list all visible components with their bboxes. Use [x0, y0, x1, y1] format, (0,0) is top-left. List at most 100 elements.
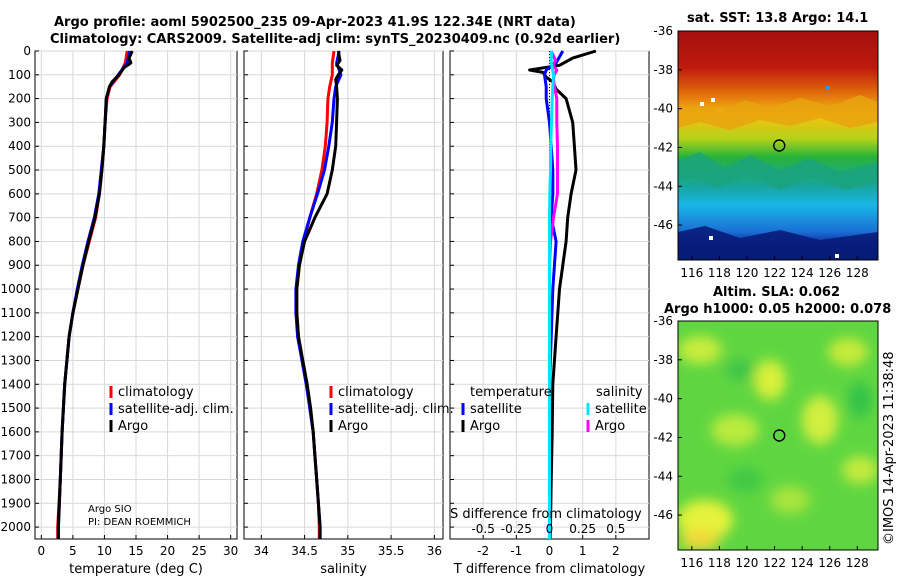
- map-tick-label-x: 116: [680, 556, 703, 570]
- tick-label-x: 5: [69, 544, 77, 558]
- map-tick-label-y: -46: [653, 508, 673, 522]
- sst-map-frame: [677, 30, 879, 261]
- pi-line-2: PI: DEAN ROEMMICH: [88, 517, 191, 528]
- x-axis-label: salinity: [320, 562, 367, 577]
- map-tick-label-x: 122: [763, 266, 786, 280]
- map-tick-label-y: -46: [653, 218, 673, 232]
- sla-map-axes: 116 118 120 122 124 126 128 -36 -38 -40 -42 -44 -46: [653, 314, 868, 570]
- tick-label-x: 10: [97, 544, 112, 558]
- tick-label-x: 35: [340, 544, 355, 558]
- map-tick-label-x: 124: [791, 556, 814, 570]
- tick-label-y: 400: [8, 139, 31, 153]
- sla-map-title: Altim. SLA: 0.062: [713, 285, 840, 300]
- tick-label-x: 25: [191, 544, 206, 558]
- tick-label-y: 1300: [0, 353, 31, 367]
- series-line-satellite-adj-clim-: [56, 50, 132, 539]
- legend-argo: Argo: [118, 419, 148, 434]
- tick-label-y: 500: [8, 163, 31, 177]
- tick-label-y: 1500: [0, 401, 31, 415]
- argo-position-marker: [773, 429, 786, 442]
- tick-label-s-diff: 0.25: [569, 522, 596, 536]
- map-tick-label-x: 128: [846, 266, 869, 280]
- tick-label-x: 35.5: [378, 544, 405, 558]
- tick-label-y: 1200: [0, 330, 31, 344]
- salinity-legend: climatology satellite-adj. clim. Argo: [329, 385, 454, 434]
- legend-title-salinity: salinity: [596, 385, 643, 400]
- map-tick-label-x: 124: [791, 266, 814, 280]
- tick-label-y: 1600: [0, 425, 31, 439]
- tick-label-y: 100: [8, 68, 31, 82]
- sla-map-frame: [677, 320, 879, 551]
- map-tick-label-x: 118: [708, 556, 731, 570]
- map-tick-label-y: -44: [653, 179, 673, 193]
- map-tick-label-x: 122: [763, 556, 786, 570]
- legend-argo: Argo: [338, 419, 368, 434]
- sst-map-title: sat. SST: 13.8 Argo: 14.1: [687, 11, 868, 26]
- sst-map-axes: 116 118 120 122 124 126 128 -36 -38 -40 -42 -44 -46: [653, 24, 868, 280]
- x-axis-label: temperature (deg C): [69, 562, 203, 577]
- legend-t-satellite: satellite: [470, 402, 522, 417]
- tick-label-y: 900: [8, 258, 31, 272]
- title-line-1: Argo profile: aoml 5902500_235 09-Apr-20…: [54, 15, 576, 30]
- tick-label-s-diff: 0: [546, 522, 554, 536]
- legend-s-argo: Argo: [595, 419, 625, 434]
- legend-title-temperature: temperature: [470, 385, 552, 400]
- map-tick-label-x: 120: [736, 266, 759, 280]
- tick-label-y: 300: [8, 115, 31, 129]
- legend-climatology: climatology: [118, 385, 194, 400]
- temperature-chart: 0 5 10 15 20 25 300100200300400500600700800900…: [0, 44, 238, 577]
- tick-label-x: 15: [128, 544, 143, 558]
- map-tick-label-y: -38: [653, 353, 673, 367]
- series-line-satellite-adj-clim-: [294, 50, 343, 539]
- tick-label-s-diff: 0.5: [606, 522, 625, 536]
- argo-position-marker: [773, 139, 786, 152]
- tick-label-y: 800: [8, 234, 31, 248]
- map-tick-label-y: -42: [653, 430, 673, 444]
- tick-label-y: 0: [23, 44, 31, 58]
- tick-label-x: 20: [160, 544, 175, 558]
- tick-label-y: 2000: [0, 520, 31, 534]
- legend-satellite: satellite-adj. clim.: [338, 402, 454, 417]
- tick-label-y: 1700: [0, 449, 31, 463]
- map-tick-label-y: -36: [653, 314, 673, 328]
- tick-label-x: 0: [37, 544, 45, 558]
- legend-satellite: satellite-adj. clim.: [118, 402, 234, 417]
- tick-label-x: 30: [223, 544, 238, 558]
- sst-map: [678, 31, 878, 260]
- tick-label-x: 2: [612, 544, 620, 558]
- sla-map: [678, 321, 878, 550]
- tick-label-s-diff: -0.5: [471, 522, 494, 536]
- tick-label-y: 200: [8, 92, 31, 106]
- pi-line-1: Argo SIO: [88, 504, 132, 515]
- sla-map-title-argo: Argo h1000: 0.05 h2000: 0.078: [664, 302, 891, 317]
- map-tick-label-x: 118: [708, 266, 731, 280]
- temperature-legend: climatology satellite-adj. clim. Argo: [109, 385, 234, 434]
- map-tick-label-y: -40: [653, 392, 673, 406]
- tick-label-x: 36: [427, 544, 442, 558]
- tick-label-y: 1400: [0, 377, 31, 391]
- tick-label-x: 34: [254, 544, 269, 558]
- s-diff-axis-label: S difference from climatology: [450, 507, 642, 522]
- map-tick-label-x: 128: [846, 556, 869, 570]
- legend-s-satellite: satellite: [595, 402, 647, 417]
- tick-label-y: 1900: [0, 496, 31, 510]
- map-tick-label-y: -44: [653, 469, 673, 483]
- legend-t-argo: Argo: [470, 419, 500, 434]
- series-line-argo: [56, 50, 134, 539]
- tick-label-x: 0: [546, 544, 554, 558]
- difference-chart: -2 -1 0 1 2 T difference from climatology -0.5…: [450, 49, 649, 577]
- tick-label-y: 1100: [0, 306, 31, 320]
- series-line-argo: [295, 50, 344, 539]
- tick-label-y: 1000: [0, 282, 31, 296]
- series-line-climatology: [56, 50, 129, 539]
- tick-label-x: 34.5: [291, 544, 318, 558]
- tick-label-x: 1: [579, 544, 587, 558]
- title-line-2: Climatology: CARS2009. Satellite-adj cli…: [50, 32, 621, 47]
- map-tick-label-y: -40: [653, 102, 673, 116]
- map-tick-label-y: -36: [653, 24, 673, 38]
- series-line-t-argo: [528, 49, 597, 540]
- map-tick-label-y: -38: [653, 63, 673, 77]
- map-tick-label-x: 116: [680, 266, 703, 280]
- tick-label-s-diff: -0.25: [501, 522, 532, 536]
